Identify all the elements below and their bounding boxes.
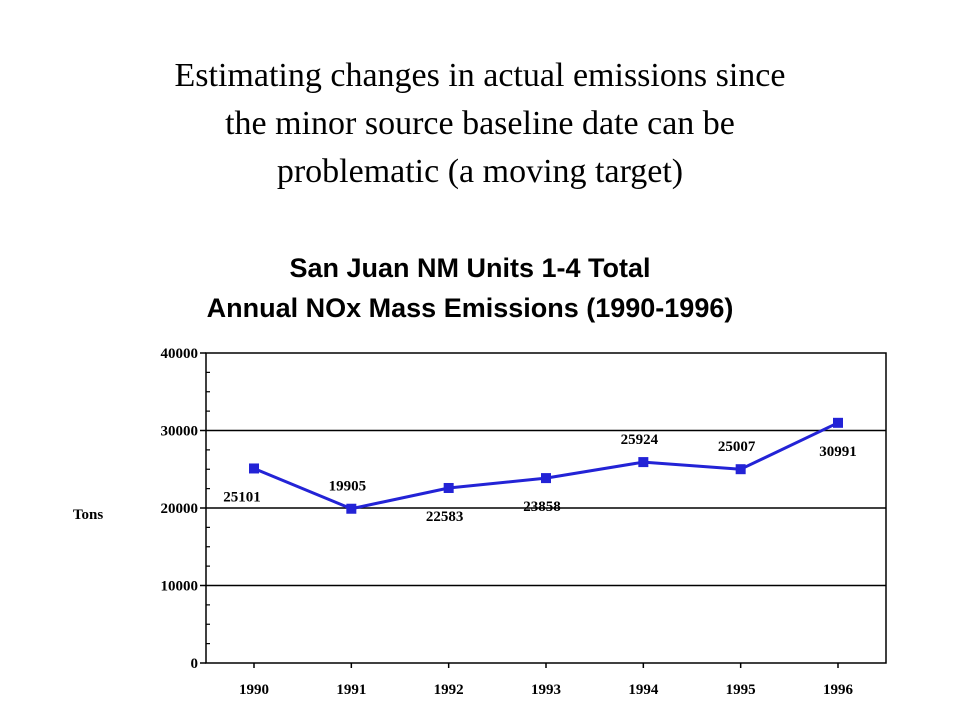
data-point-marker [249,463,259,474]
data-label: 19905 [329,479,367,495]
slide-title: Estimating changes in actual emissions s… [40,52,920,196]
data-label: 25101 [223,489,261,505]
slide-title-line-2: the minor source baseline date can be [225,105,735,142]
x-tick-label: 1992 [434,682,464,698]
data-label: 25007 [718,439,756,455]
y-tick-label: 10000 [161,579,199,595]
data-label: 25924 [621,432,659,448]
x-tick-label: 1993 [531,682,561,698]
x-tick-label: 1990 [239,682,269,698]
data-point-marker [833,417,843,428]
slide-title-line-1: Estimating changes in actual emissions s… [174,57,786,94]
data-point-marker [346,503,357,514]
y-tick-label: 30000 [161,424,199,440]
data-point-marker [735,464,746,475]
data-label: 23858 [523,499,561,515]
x-tick-label: 1994 [628,682,659,698]
x-tick-label: 1995 [726,682,756,698]
data-point-marker [638,457,649,468]
y-tick-label: 20000 [161,501,199,517]
data-point-marker [443,482,454,493]
chart-title-line-2: Annual NOx Mass Emissions (1990-1996) [207,293,734,323]
y-axis-label: Tons [73,507,103,523]
data-point-marker [541,473,551,484]
y-tick-label: 40000 [161,346,199,362]
series-line [253,421,839,511]
slide-title-line-3: problematic (a moving target) [276,153,684,190]
plot-area: 0 10000 20000 30000 40000 1990 1991 1992 1993 199… [161,346,887,698]
x-tick-label: 1996 [823,682,854,698]
x-tick-label: 1991 [336,682,366,698]
data-label: 30991 [819,444,857,460]
data-label: 22583 [426,509,464,525]
chart-title-line-1: San Juan NM Units 1-4 Total [289,253,650,283]
y-tick-label: 0 [191,656,199,672]
